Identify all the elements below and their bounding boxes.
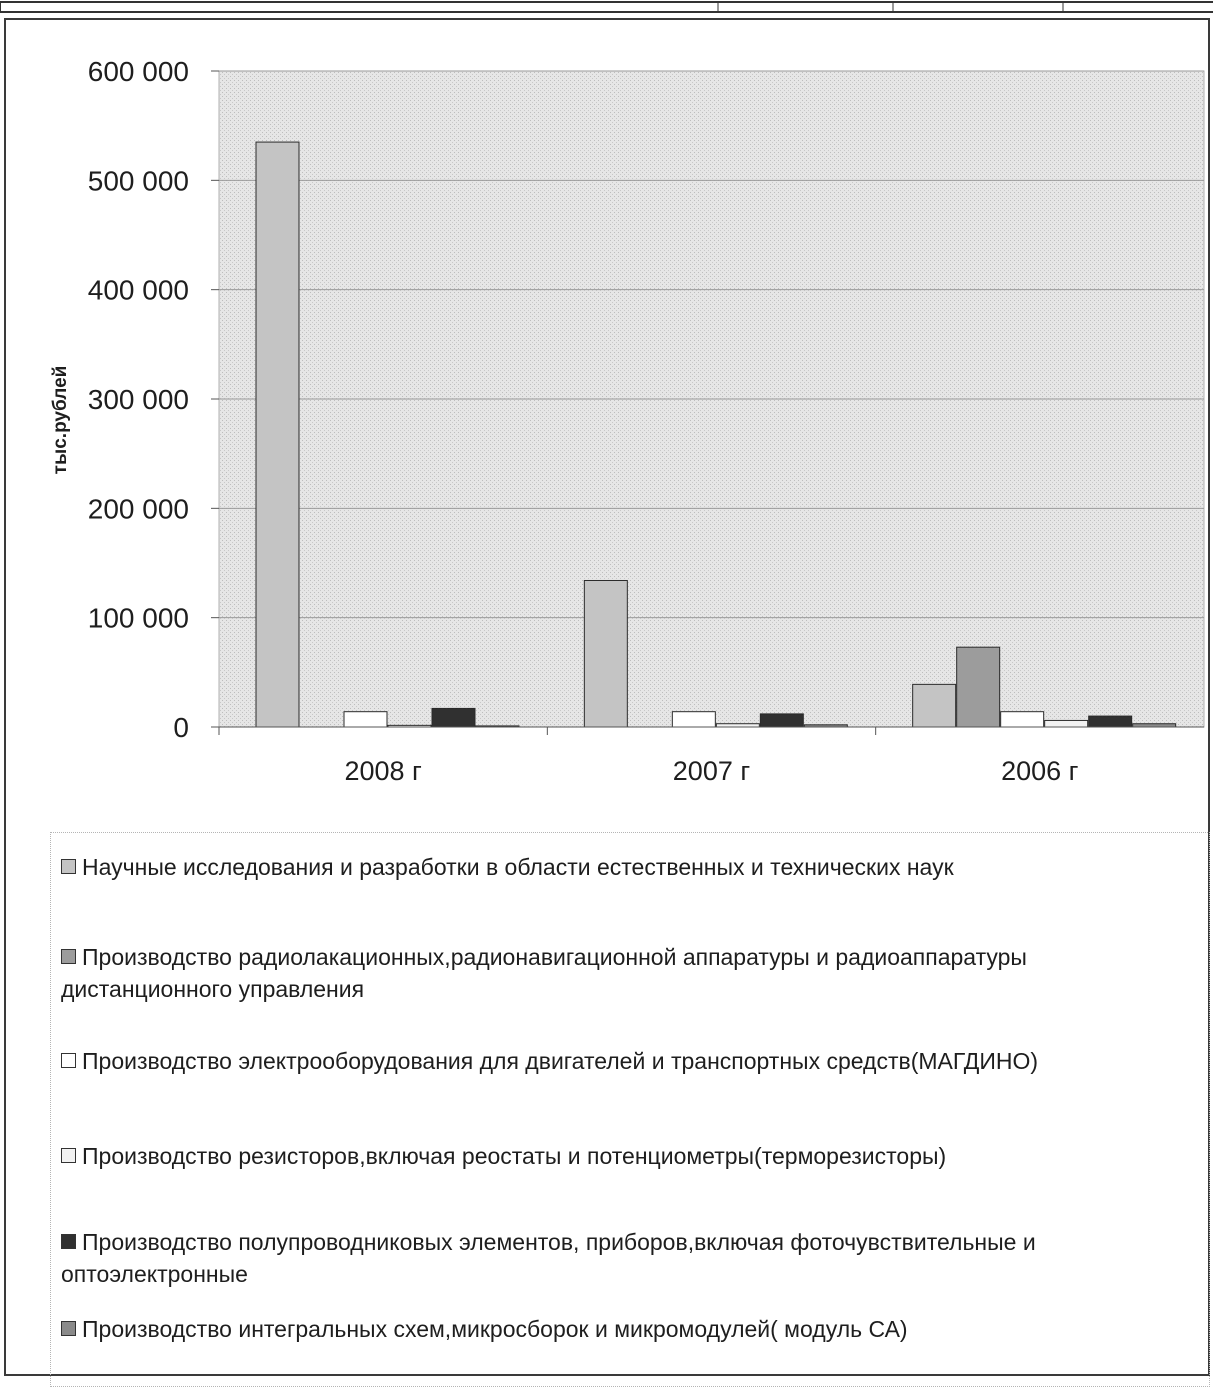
legend-item: Производство интегральных схем,микросбор… xyxy=(61,1313,1201,1345)
bar xyxy=(912,683,957,728)
legend: Научные исследования и разработки в обла… xyxy=(50,832,1210,1387)
y-tick-label: 200 000 xyxy=(88,493,189,524)
legend-item: Научные исследования и разработки в обла… xyxy=(61,851,1201,883)
y-axis-label: тыс.рублей xyxy=(50,366,71,475)
y-tick-label: 100 000 xyxy=(88,603,189,634)
bar-chart: 0 100 000 200 000 300 000 400 000 500 000 600 … xyxy=(50,56,1205,786)
bar xyxy=(1000,711,1045,728)
legend-swatch xyxy=(61,1148,76,1163)
legend-swatch xyxy=(61,1234,76,1249)
bar xyxy=(956,646,1001,728)
legend-swatch xyxy=(61,1053,76,1068)
legend-item: Производство полупроводниковых элементов… xyxy=(61,1226,1201,1290)
bar xyxy=(255,141,300,728)
bar xyxy=(671,711,716,728)
top-strip xyxy=(0,0,1213,16)
y-tick-label: 400 000 xyxy=(88,275,189,306)
x-category-label: 2008 г xyxy=(344,756,422,786)
y-tick-label: 500 000 xyxy=(88,165,189,196)
bar xyxy=(759,713,804,728)
legend-label: Производство резисторов,включая реостаты… xyxy=(82,1143,947,1169)
bar xyxy=(1088,715,1133,728)
y-ticks: 0 100 000 200 000 300 000 400 000 500 000 600 … xyxy=(88,56,1204,743)
legend-swatch xyxy=(61,949,76,964)
gridlines xyxy=(219,70,1204,619)
legend-label: Производство радиолакационных,радионавиг… xyxy=(61,944,1034,1002)
bar xyxy=(343,711,388,728)
legend-label: Научные исследования и разработки в обла… xyxy=(82,854,954,880)
bar xyxy=(583,579,628,728)
top-strip-lines xyxy=(0,1,1213,13)
legend-item: Производство резисторов,включая реостаты… xyxy=(61,1140,1201,1172)
y-tick-label: 300 000 xyxy=(88,384,189,415)
y-tick-label: 600 000 xyxy=(88,56,189,87)
bar xyxy=(431,707,476,728)
bars xyxy=(255,141,1177,728)
legend-label: Производство полупроводниковых элементов… xyxy=(61,1229,1043,1287)
y-tick-label: 0 xyxy=(173,712,189,743)
legend-swatch xyxy=(61,859,76,874)
legend-label: Производство электрооборудования для дви… xyxy=(82,1048,1039,1074)
legend-label: Производство интегральных схем,микросбор… xyxy=(82,1316,908,1342)
bar xyxy=(1044,719,1089,728)
x-categories: 2008 г 2007 г 2006 г xyxy=(218,727,1079,786)
x-category-label: 2006 г xyxy=(1001,756,1079,786)
chart-frame: 0 100 000 200 000 300 000 400 000 500 000 600 … xyxy=(4,18,1210,1387)
legend-item: Производство радиолакационных,радионавиг… xyxy=(61,941,1201,1005)
x-category-label: 2007 г xyxy=(673,756,751,786)
legend-item: Производство электрооборудования для дви… xyxy=(61,1045,1201,1077)
legend-swatch xyxy=(61,1321,76,1336)
